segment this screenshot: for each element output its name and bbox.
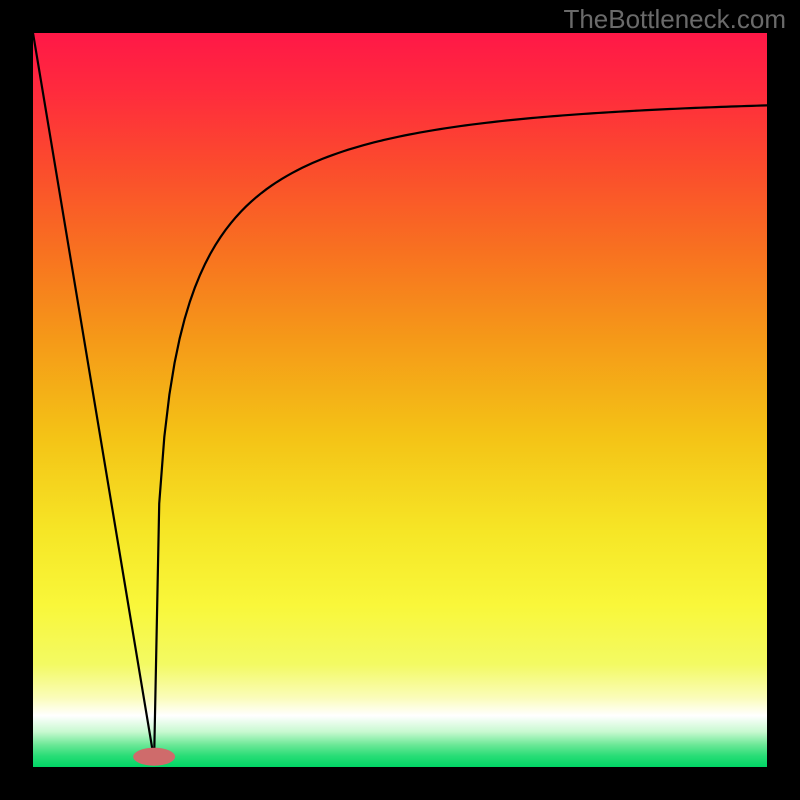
optimal-marker — [133, 748, 175, 766]
bottleneck-curve-chart — [0, 0, 800, 800]
plot-gradient — [33, 33, 767, 767]
watermark-text: TheBottleneck.com — [563, 4, 786, 35]
chart-container: TheBottleneck.com — [0, 0, 800, 800]
